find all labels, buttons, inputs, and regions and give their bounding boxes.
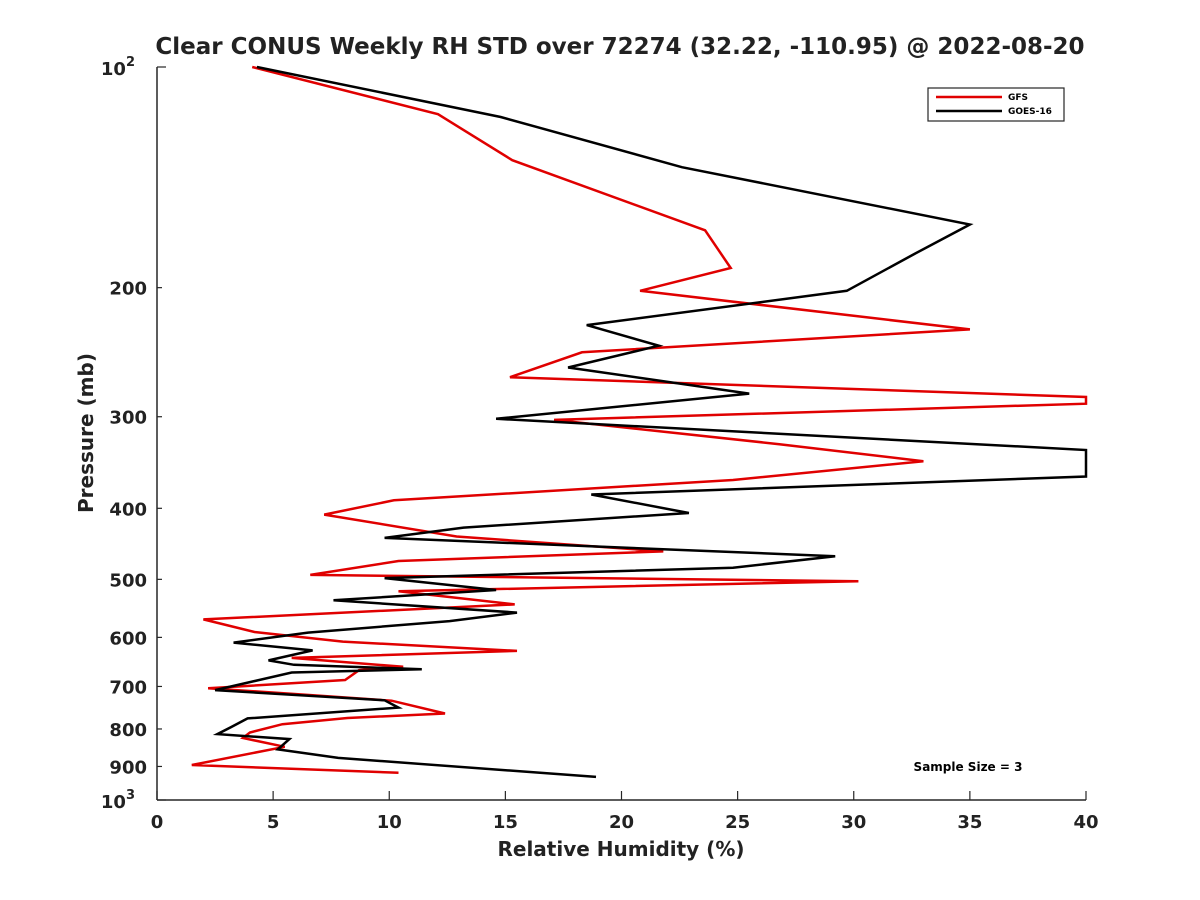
x-tick-label: 25 [725,812,750,833]
y-tick-label: 102 [101,55,135,80]
y-tick-label: 500 [109,570,147,591]
sample-size-annotation: Sample Size = 3 [914,760,1023,774]
y-tick-label: 800 [109,720,147,741]
y-tick-label: 400 [109,499,147,520]
x-tick-label: 0 [151,812,164,833]
y-tick-label: 900 [109,757,147,778]
y-axis-label: Pressure (mb) [74,353,98,513]
x-axis-ticks: 0 5 10 15 20 25 30 35 40 [151,791,1099,833]
y-tick-label: 200 [109,279,147,300]
legend: GFS GOES-16 [927,87,1065,122]
x-tick-label: 10 [377,812,402,833]
x-tick-label: 15 [493,812,518,833]
legend-label-gfs: GFS [1008,93,1028,103]
plot-area [157,67,1086,800]
x-tick-label: 35 [957,812,982,833]
series-layer [191,65,1088,779]
legend-label-goes16: GOES-16 [1008,107,1052,117]
series-line-gfs [191,65,1088,775]
y-tick-label: 300 [109,408,147,429]
legend-box [927,87,1065,122]
y-tick-label: 600 [109,628,147,649]
y-tick-label: 700 [109,677,147,698]
x-tick-label: 5 [267,812,280,833]
x-tick-label: 40 [1073,812,1098,833]
x-axis-label: Relative Humidity (%) [497,837,744,861]
chart-title: Clear CONUS Weekly RH STD over 72274 (32… [155,34,1084,60]
y-axis-ticks: 102 200 300 400 500 600 700 800 900 103 [101,55,166,813]
y-tick-label: 103 [101,788,135,813]
series-line-goes16 [212,65,1088,779]
x-tick-label: 20 [609,812,634,833]
x-tick-label: 30 [841,812,866,833]
